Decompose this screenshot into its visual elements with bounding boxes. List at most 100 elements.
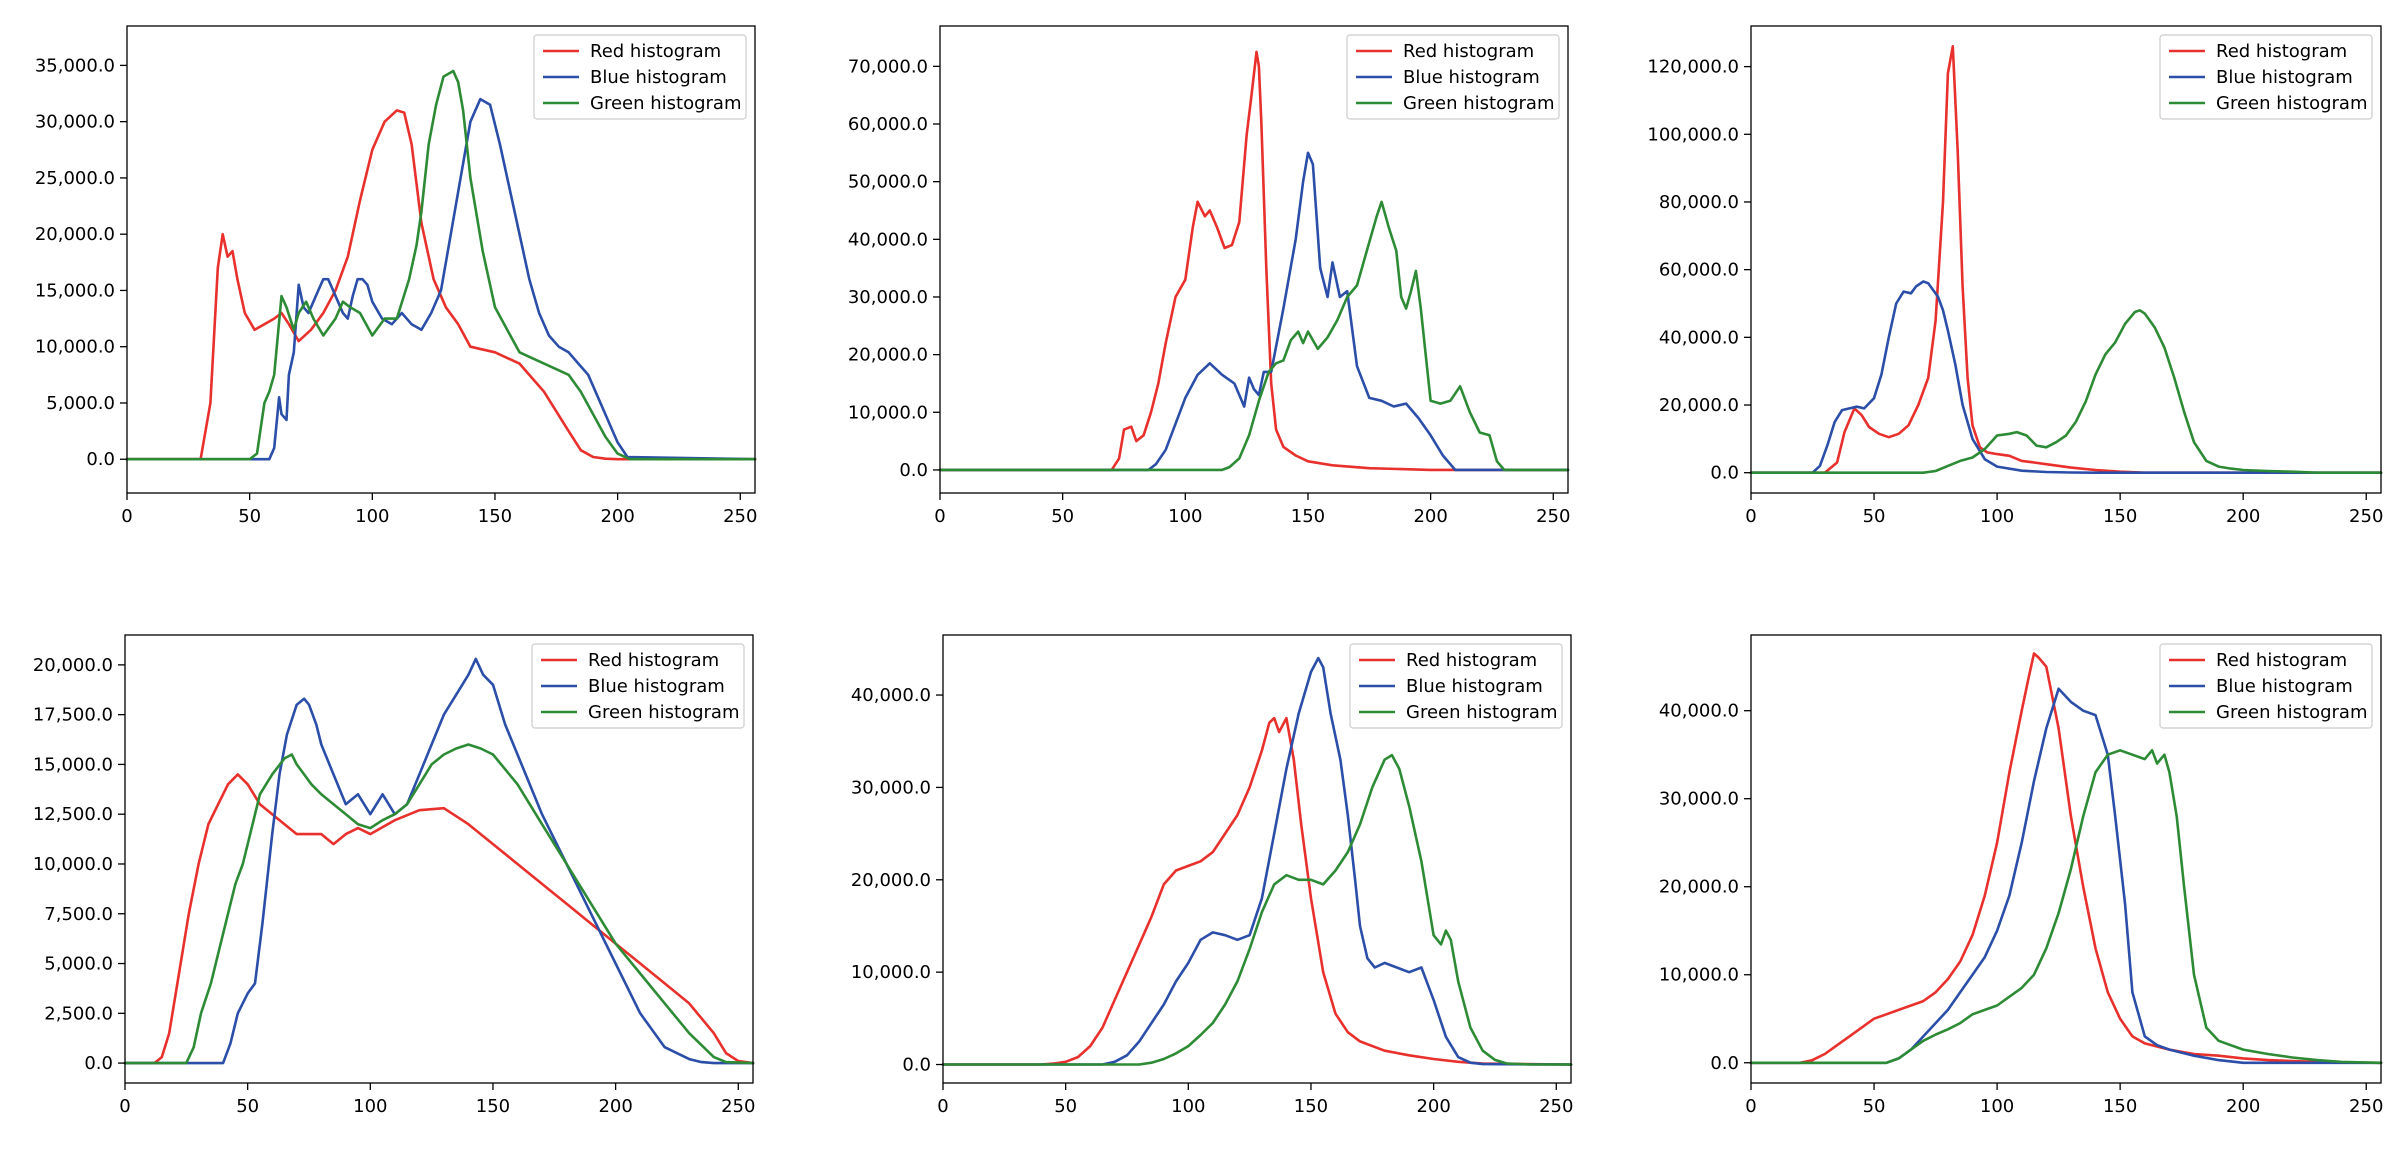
x-tick-label: 100 [1980, 506, 2014, 527]
x-tick-label: 50 [1054, 1096, 1077, 1117]
legend-label-green: Green histogram [590, 93, 741, 114]
series-line-red [1749, 45, 2383, 474]
x-tick-label: 200 [600, 506, 634, 527]
y-tick-label: 70,000.0 [848, 56, 928, 77]
x-tick-label: 150 [478, 506, 512, 527]
y-tick-label: 40,000.0 [1659, 701, 1739, 722]
x-tick-label: 100 [1168, 506, 1202, 527]
x-tick-label: 200 [598, 1096, 632, 1117]
y-tick-label: 40,000.0 [1659, 327, 1739, 348]
x-tick-label: 0 [1745, 1096, 1756, 1117]
x-tick-label: 250 [1539, 1096, 1573, 1117]
y-tick-label: 5,000.0 [44, 954, 113, 975]
y-tick-label: 10,000.0 [848, 402, 928, 423]
y-tick-label: 0.0 [84, 1053, 113, 1074]
x-tick-label: 0 [121, 506, 132, 527]
legend-label-blue: Blue histogram [2216, 67, 2353, 88]
y-tick-label: 80,000.0 [1659, 192, 1739, 213]
legend: Red histogram Blue histogram Green histogr… [2159, 643, 2373, 729]
x-tick-label: 200 [1413, 506, 1447, 527]
x-tick-label: 150 [2103, 1096, 2137, 1117]
legend-label-green: Green histogram [588, 702, 739, 723]
y-tick-label: 100,000.0 [1647, 124, 1739, 145]
legend-label-red: Red histogram [1403, 41, 1534, 62]
y-tick-label: 120,000.0 [1647, 57, 1739, 78]
x-tick-label: 200 [2226, 1096, 2260, 1117]
y-tick-label: 40,000.0 [848, 229, 928, 250]
y-tick-label: 20,000.0 [33, 655, 113, 676]
series-line-blue [1749, 280, 2383, 474]
series-line-blue [125, 97, 757, 461]
plot-frame [124, 634, 754, 1084]
x-tick-label: 50 [236, 1096, 259, 1117]
plot-frame [1750, 634, 2382, 1084]
y-tick-label: 7,500.0 [44, 904, 113, 925]
series-line-red [125, 109, 757, 461]
y-tick-label: 30,000.0 [851, 777, 931, 798]
legend: Red histogram Blue histogram Green histogr… [1349, 643, 1563, 729]
x-tick-label: 250 [2349, 506, 2383, 527]
series-line-blue [938, 151, 1570, 472]
y-tick-label: 10,000.0 [33, 854, 113, 875]
x-tick-label: 100 [1171, 1096, 1205, 1117]
plot-frame [942, 634, 1572, 1084]
x-tick-label: 150 [1294, 1096, 1328, 1117]
x-tick-label: 50 [1863, 1096, 1886, 1117]
legend-label-red: Red histogram [588, 650, 719, 671]
legend-box [2159, 643, 2373, 729]
y-tick-label: 20,000.0 [851, 870, 931, 891]
legend-label-green: Green histogram [2216, 93, 2367, 114]
series-line-blue [941, 656, 1573, 1066]
x-tick-label: 250 [723, 506, 757, 527]
x-tick-label: 200 [1416, 1096, 1450, 1117]
x-tick-label: 0 [1745, 506, 1756, 527]
x-tick-label: 0 [937, 1096, 948, 1117]
y-tick-label: 10,000.0 [851, 962, 931, 983]
x-tick-label: 150 [1291, 506, 1325, 527]
series-line-green [938, 200, 1570, 472]
y-tick-label: 30,000.0 [35, 112, 115, 133]
plot-frame [939, 25, 1569, 494]
y-tick-label: 0.0 [1710, 463, 1739, 484]
y-tick-label: 0.0 [1710, 1053, 1739, 1074]
y-tick-label: 2,500.0 [44, 1003, 113, 1024]
legend-label-blue: Blue histogram [1403, 67, 1540, 88]
legend: Red histogram Blue histogram Green histogr… [2159, 34, 2373, 120]
y-tick-label: 50,000.0 [848, 172, 928, 193]
y-tick-label: 15,000.0 [35, 280, 115, 301]
y-tick-label: 20,000.0 [1659, 877, 1739, 898]
legend-label-red: Red histogram [590, 41, 721, 62]
y-tick-label: 60,000.0 [848, 114, 928, 135]
legend-label-green: Green histogram [2216, 702, 2367, 723]
y-tick-label: 5,000.0 [46, 393, 115, 414]
series-line-green [123, 743, 755, 1065]
y-tick-label: 25,000.0 [35, 168, 115, 189]
x-tick-label: 150 [2103, 506, 2137, 527]
legend-label-blue: Blue histogram [1406, 676, 1543, 697]
y-tick-label: 40,000.0 [851, 685, 931, 706]
x-tick-label: 250 [2349, 1096, 2383, 1117]
x-tick-label: 250 [721, 1096, 755, 1117]
x-tick-label: 0 [119, 1096, 130, 1117]
y-tick-label: 35,000.0 [35, 55, 115, 76]
series-line-green [1749, 309, 2383, 474]
y-tick-label: 15,000.0 [33, 754, 113, 775]
legend-box [533, 34, 747, 120]
legend-box [1346, 34, 1560, 120]
y-tick-label: 60,000.0 [1659, 260, 1739, 281]
legend-label-green: Green histogram [1406, 702, 1557, 723]
x-tick-label: 0 [934, 506, 945, 527]
x-tick-label: 100 [353, 1096, 387, 1117]
x-tick-label: 50 [1863, 506, 1886, 527]
legend: Red histogram Blue histogram Green histogr… [531, 643, 745, 729]
y-tick-label: 17,500.0 [33, 705, 113, 726]
series-line-red [1749, 652, 2383, 1065]
series-line-green [941, 753, 1573, 1066]
